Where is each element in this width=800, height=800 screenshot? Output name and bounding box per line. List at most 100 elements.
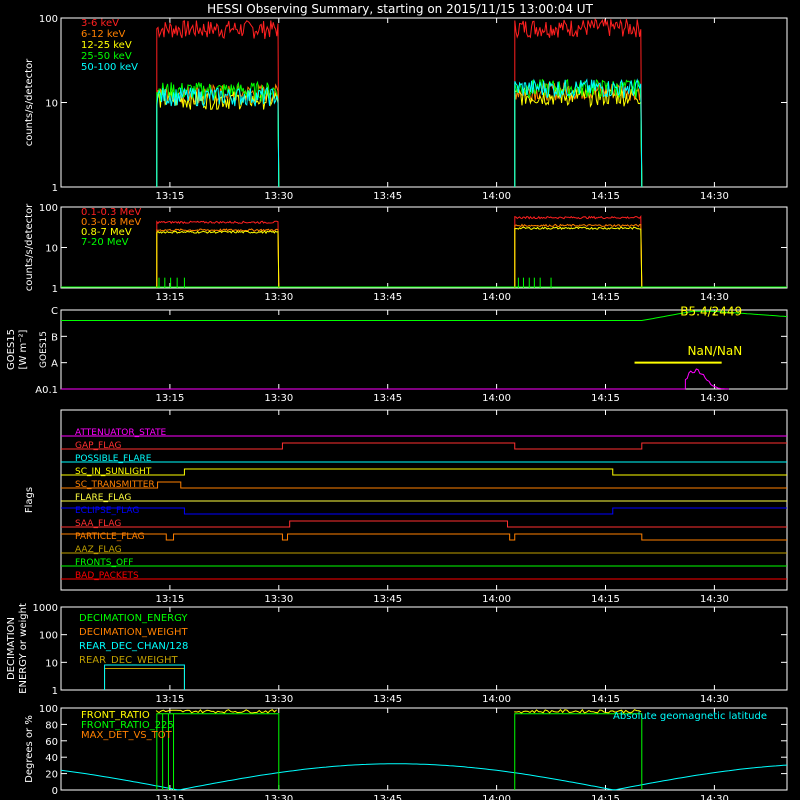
x-tick-label: 14:15	[591, 594, 620, 605]
flag-label: SC_IN_SUNLIGHT	[75, 467, 152, 477]
flag-label: GAP_FLAG	[75, 441, 121, 451]
flag-label: BAD_PACKETS	[75, 571, 139, 581]
y-tick-label: 40	[45, 753, 58, 764]
panel-lo: 13:15 13:30 13:45 14:00 14:15 14:30 1 10 100 coun…	[24, 14, 788, 202]
goes-annotation: B5.4/2449	[680, 304, 742, 318]
flag-label: ATTENUATOR_STATE	[75, 428, 167, 438]
y-tick-label: 10	[45, 658, 58, 669]
flag-label: SC_TRANSMITTER	[75, 480, 155, 490]
flag-line	[61, 520, 787, 528]
series-line	[156, 230, 280, 288]
flag-label: POSSIBLE_FLARE	[75, 454, 152, 464]
flag-line	[61, 442, 787, 450]
x-tick-label: 14:00	[482, 594, 511, 605]
x-tick-label: 14:15	[591, 794, 620, 800]
x-tick-label: 13:45	[373, 191, 402, 202]
flag-line	[61, 507, 787, 515]
y-axis-label: DECIMATION	[6, 617, 17, 680]
x-tick-label: 14:15	[591, 694, 620, 705]
front-ratio-225-line	[156, 713, 280, 790]
y-tick-label: 1	[52, 686, 58, 697]
panel-frame	[60, 17, 788, 188]
series-line	[514, 78, 643, 187]
series-line	[156, 220, 280, 288]
x-tick-label: 13:30	[264, 292, 293, 303]
goes-long-line	[61, 310, 788, 321]
chart-title: HESSI Observing Summary, starting on 201…	[207, 2, 593, 16]
y-tick-label: 1	[52, 284, 58, 295]
x-tick-label: 14:30	[700, 191, 729, 202]
panel-goes: 13:15 13:30 13:45 14:00 14:15 14:30 A0.1 A B C GOE…	[6, 304, 788, 404]
front-ratio-line	[155, 709, 277, 714]
front-ratio-225-line	[514, 713, 643, 790]
x-tick-label: 14:30	[700, 594, 729, 605]
dec-weight-line	[104, 667, 185, 690]
series-line	[156, 20, 280, 187]
x-tick-label: 13:15	[155, 694, 184, 705]
goes-short-burst	[684, 368, 729, 390]
flag-label: FRONTS_OFF	[75, 558, 133, 568]
flag-label: AAZ_FLAG	[75, 545, 122, 555]
x-tick-label: 14:15	[591, 292, 620, 303]
y-tick-label: A	[51, 359, 58, 370]
panel-hi: 13:15 13:30 13:45 14:00 14:15 14:30 1 10 100 coun…	[24, 203, 788, 303]
x-tick-label: 13:15	[155, 292, 184, 303]
x-tick-label: 13:45	[373, 694, 402, 705]
legend-entry: MAX_DET_VS_TOT	[81, 730, 173, 741]
plot-panels: 13:15 13:30 13:45 14:00 14:15 14:30110100coun…	[6, 14, 788, 800]
legend-entry: Absolute geomagnetic latitude	[613, 711, 767, 722]
x-tick-label: 13:45	[373, 393, 402, 404]
panel-frame	[60, 606, 788, 691]
panel-frame	[60, 707, 788, 791]
x-tick-label: 13:30	[264, 393, 293, 404]
flag-line	[61, 533, 787, 541]
legend-entry: 6-12 keV	[81, 29, 125, 40]
panel-flags: 13:15 13:30 13:45 14:00 14:15 14:30 Flags ATTEN…	[24, 409, 788, 605]
flag-label: PARTICLE_FLAG	[75, 532, 145, 542]
x-tick-label: 14:15	[591, 393, 620, 404]
legend-entry: REAR_DEC_CHAN/128	[79, 641, 188, 652]
x-tick-label: 13:15	[155, 191, 184, 202]
series-line	[514, 214, 643, 288]
y-tick-label: 10	[45, 244, 58, 255]
series-line	[514, 223, 643, 288]
x-tick-label: 14:00	[482, 794, 511, 800]
goes-annotation: NaN/NaN	[688, 344, 743, 358]
y-tick-label: 80	[45, 720, 58, 731]
legend-entry: 0.8-7 MeV	[81, 227, 132, 238]
legend-entry: FRONT_RATIO	[81, 710, 150, 721]
x-tick-label: 13:15	[155, 794, 184, 800]
flag-line	[61, 468, 787, 476]
panel-frame	[60, 309, 788, 390]
series-line	[514, 226, 643, 288]
series-group	[61, 214, 787, 288]
x-tick-label: 13:30	[264, 694, 293, 705]
flag-label: SAA_FLAG	[75, 519, 121, 529]
y-axis-label: [W m⁻²]	[18, 329, 29, 369]
x-tick-label: 14:00	[482, 393, 511, 404]
x-tick-label: 14:15	[591, 191, 620, 202]
x-tick-label: 14:30	[700, 794, 729, 800]
y-axis-label: counts/s/detector	[24, 58, 35, 146]
y-tick-label: 10	[45, 99, 58, 110]
panel-frame	[60, 206, 788, 289]
y-tick-label: A0.1	[35, 385, 58, 396]
legend-entry: DECIMATION_WEIGHT	[79, 627, 188, 638]
x-tick-label: 13:30	[264, 594, 293, 605]
x-tick-label: 14:00	[482, 292, 511, 303]
series-group	[156, 18, 643, 187]
panel-dec: 13:15 13:30 13:45 14:00 14:15 14:30 1 10 100 1000…	[6, 603, 788, 705]
y-axis-label: counts/s/detector	[24, 203, 35, 291]
series-line	[514, 86, 643, 187]
y-axis-label: Degrees or %	[24, 715, 35, 783]
series-line	[514, 78, 643, 187]
legend-entry: 0.3-0.8 MeV	[81, 217, 141, 228]
x-tick-label: 13:15	[155, 393, 184, 404]
y-axis-label: ENERGY or weight	[18, 603, 29, 694]
y-axis-label: GOES15	[39, 331, 49, 368]
y-axis-label: GOES15	[6, 329, 17, 370]
series-line	[156, 86, 280, 187]
y-axis-label: Flags	[24, 487, 35, 513]
flag-line	[61, 481, 787, 489]
